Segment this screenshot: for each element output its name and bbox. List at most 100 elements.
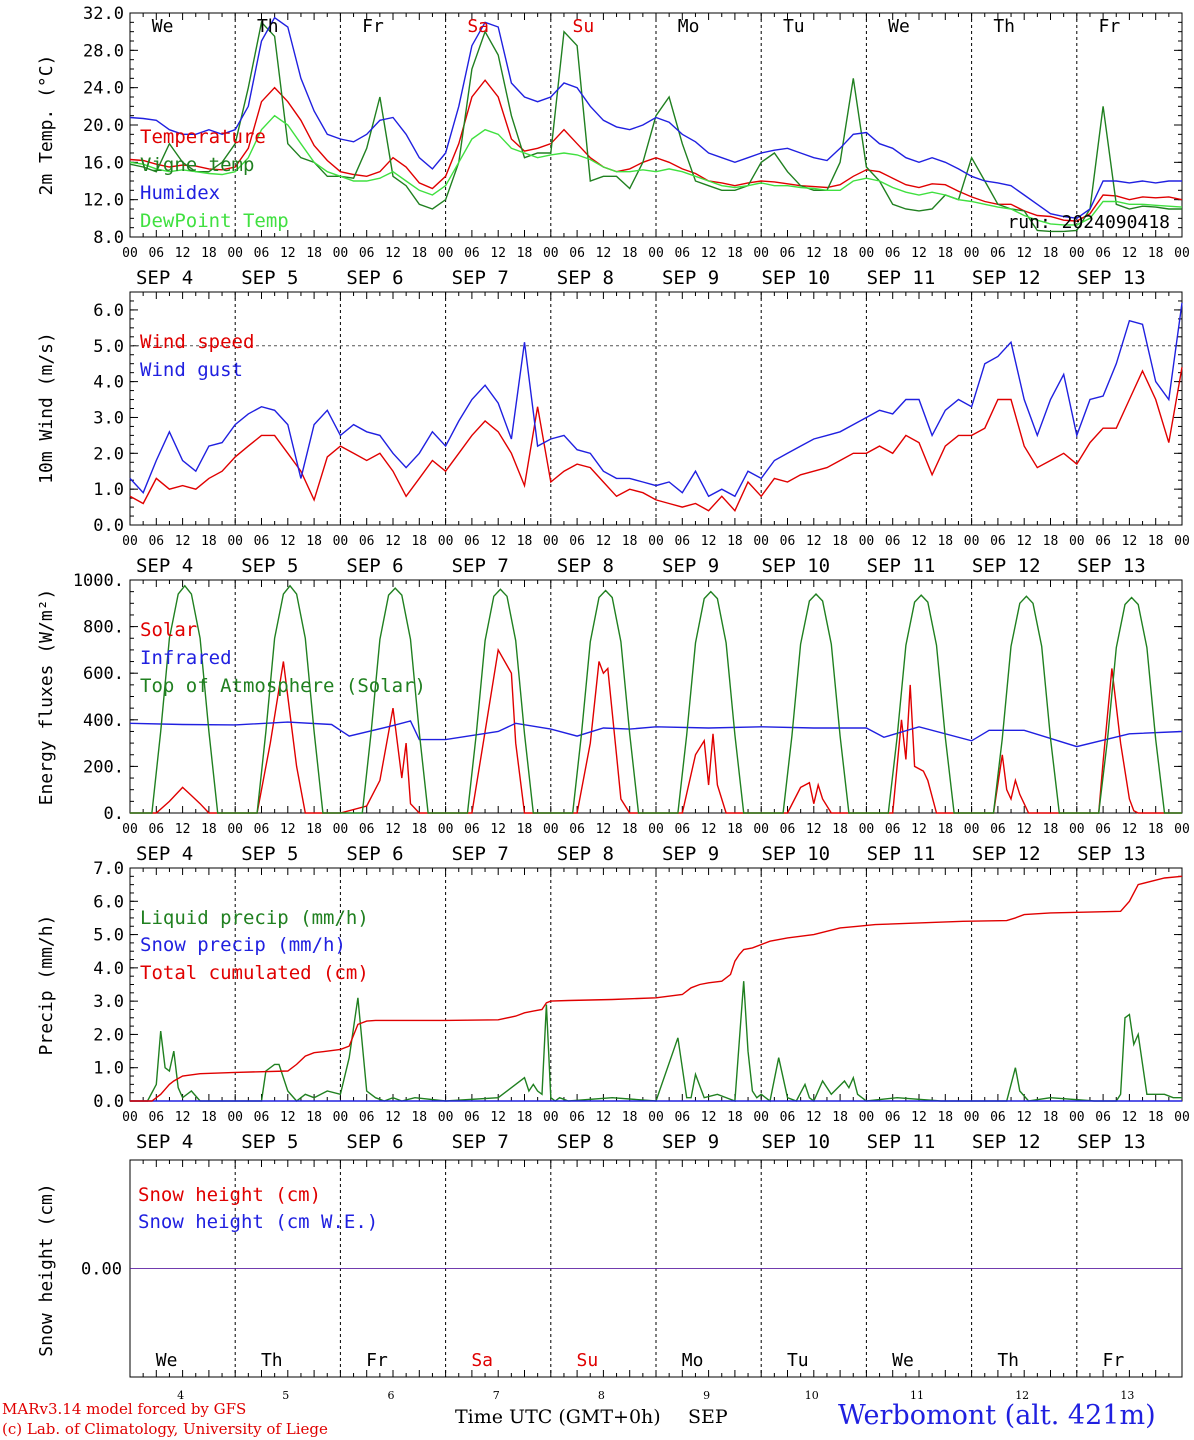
hour-tick-label: 18 <box>306 1110 322 1125</box>
y-tick-label: 4.0 <box>93 959 124 979</box>
hour-tick-label: 12 <box>911 534 927 549</box>
hour-tick-label: 06 <box>569 822 585 837</box>
date-label: SEP 4 <box>136 555 193 577</box>
legend-entry: Wind gust <box>140 359 243 381</box>
date-label: SEP 5 <box>241 1131 298 1153</box>
day-name-label: Sa <box>471 1350 493 1371</box>
hour-tick-label: 00 <box>648 822 664 837</box>
hour-tick-label: 00 <box>964 534 980 549</box>
hour-tick-label: 00 <box>753 534 769 549</box>
hour-tick-label: 06 <box>780 1110 796 1125</box>
legend-entry: Vigne temp <box>140 154 254 176</box>
hour-tick-label: 12 <box>701 534 717 549</box>
hour-tick-label: 18 <box>1148 822 1164 837</box>
hour-tick-label: 18 <box>201 246 217 261</box>
y-tick-label: 0.00 <box>81 1260 122 1280</box>
hour-tick-label: 18 <box>306 822 322 837</box>
hour-tick-label: 12 <box>490 534 506 549</box>
day-name-label: Sa <box>467 16 489 37</box>
hour-tick-label: 12 <box>1016 246 1032 261</box>
hour-tick-label: 12 <box>490 1110 506 1125</box>
hour-tick-label: 06 <box>359 246 375 261</box>
y-tick-label: 20.0 <box>83 116 124 136</box>
date-label: SEP 11 <box>867 555 936 577</box>
y-tick-label: 3.0 <box>93 408 124 428</box>
date-label: SEP 12 <box>972 267 1041 289</box>
hour-tick-label: 18 <box>1043 534 1059 549</box>
hour-tick-label: 12 <box>175 534 191 549</box>
date-label: SEP 4 <box>136 267 193 289</box>
date-label: SEP 10 <box>761 1131 830 1153</box>
hour-tick-label: 00 <box>438 822 454 837</box>
date-label: SEP 11 <box>867 843 936 865</box>
series-line <box>129 367 1183 512</box>
hour-tick-label: 12 <box>280 1110 296 1125</box>
date-label: SEP 6 <box>346 843 403 865</box>
hour-tick-label: 00 <box>227 534 243 549</box>
day-name-label: We <box>156 1350 178 1371</box>
date-label: SEP 7 <box>452 555 509 577</box>
hour-tick-label: 06 <box>254 822 270 837</box>
model-credit-line: MARv3.14 model forced by GFS <box>2 1400 247 1418</box>
day-name-label: Th <box>997 1350 1019 1371</box>
hour-tick-label: 18 <box>1148 246 1164 261</box>
day-name-label: Fr <box>362 16 384 37</box>
hour-tick-label: 06 <box>990 822 1006 837</box>
y-tick-label: 16.0 <box>83 153 124 173</box>
hour-tick-label: 12 <box>596 534 612 549</box>
hour-tick-label: 00 <box>964 822 980 837</box>
hour-tick-label: 00 <box>543 1110 559 1125</box>
date-label: SEP 9 <box>662 267 719 289</box>
hour-tick-label: 06 <box>464 246 480 261</box>
hour-tick-label: 06 <box>674 246 690 261</box>
hour-tick-label: 06 <box>254 534 270 549</box>
hour-tick-label: 06 <box>148 822 164 837</box>
hour-tick-label: 12 <box>701 822 717 837</box>
hour-tick-label: 18 <box>937 246 953 261</box>
hour-tick-label: 12 <box>490 246 506 261</box>
hour-tick-label: 18 <box>832 246 848 261</box>
hour-tick-label: 06 <box>1095 534 1111 549</box>
day-name-label: Tu <box>783 16 805 37</box>
date-label: SEP 7 <box>452 267 509 289</box>
hour-tick-label: 12 <box>1016 1110 1032 1125</box>
day-name-label: Th <box>261 1350 283 1371</box>
hour-tick-label: 06 <box>1095 1110 1111 1125</box>
day-number-label: 5 <box>282 1389 289 1402</box>
legend-entry: Temperature <box>140 126 266 148</box>
date-label: SEP 5 <box>241 267 298 289</box>
date-label: SEP 10 <box>761 843 830 865</box>
hour-tick-label: 18 <box>937 534 953 549</box>
hour-tick-label: 00 <box>333 246 349 261</box>
hour-tick-label: 12 <box>385 822 401 837</box>
hour-tick-label: 18 <box>832 822 848 837</box>
hour-tick-label: 12 <box>490 822 506 837</box>
date-label: SEP 8 <box>557 267 614 289</box>
hour-tick-label: 00 <box>1174 246 1190 261</box>
date-label: SEP 13 <box>1077 555 1146 577</box>
legend-entry: Top of Atmosphere (Solar) <box>140 675 426 697</box>
date-label: SEP 13 <box>1077 843 1146 865</box>
day-name-label: We <box>152 16 174 37</box>
hour-tick-label: 00 <box>964 1110 980 1125</box>
hour-tick-label: 12 <box>911 1110 927 1125</box>
hour-tick-label: 06 <box>148 534 164 549</box>
y-axis-label: 10m Wind (m/s) <box>36 332 57 484</box>
date-label: SEP 10 <box>761 267 830 289</box>
hour-tick-label: 00 <box>122 1110 138 1125</box>
y-tick-label: 12.0 <box>83 191 124 211</box>
y-axis-label: 2m Temp. (°C) <box>36 55 57 196</box>
hour-tick-label: 06 <box>254 246 270 261</box>
y-tick-label: 2.0 <box>93 1025 124 1045</box>
hour-tick-label: 06 <box>1095 246 1111 261</box>
day-name-label: Th <box>993 16 1015 37</box>
hour-tick-label: 06 <box>464 534 480 549</box>
y-tick-label: 800. <box>83 618 124 638</box>
hour-tick-label: 06 <box>674 822 690 837</box>
hour-tick-label: 00 <box>859 534 875 549</box>
series-line <box>129 79 1183 222</box>
y-axis-label: Precip (mm/h) <box>36 915 57 1056</box>
hour-tick-label: 00 <box>227 246 243 261</box>
hour-tick-label: 12 <box>806 822 822 837</box>
hour-tick-label: 12 <box>280 822 296 837</box>
